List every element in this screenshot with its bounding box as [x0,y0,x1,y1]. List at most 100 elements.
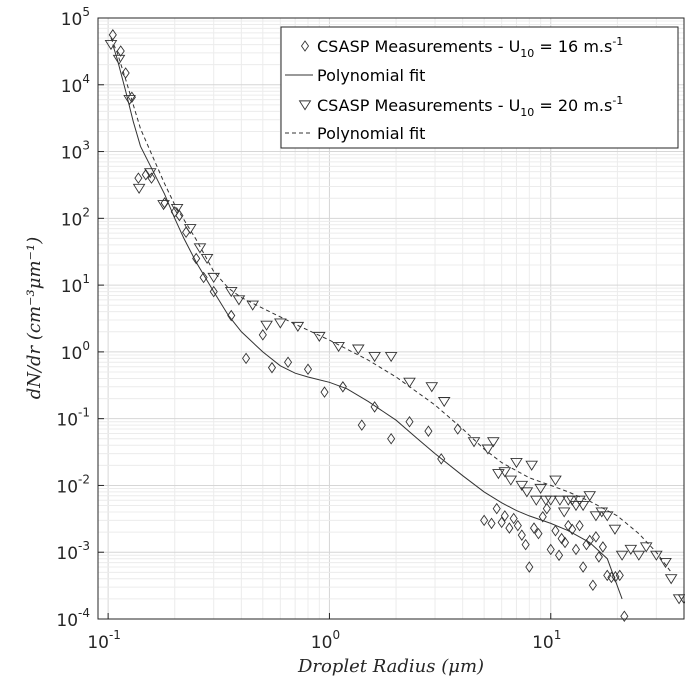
data-point-diamond [505,522,514,534]
y-tick-label: 104 [61,72,90,97]
data-point-triangle [498,467,512,478]
data-point-triangle [123,95,136,106]
data-point-triangle [274,318,287,329]
data-point-diamond [620,610,629,623]
legend-box [280,26,679,149]
data-point-triangle [583,491,597,502]
data-point-triangle [529,495,543,506]
data-point-diamond [529,522,539,534]
axis-ticks: 10-1 100 101 10-4 10-3 10-2 10-1 100 101 102 103 10… [56,5,561,653]
data-point-diamond [564,519,573,532]
data-point-triangle [615,550,629,561]
data-point-triangle [677,594,685,605]
data-point-diamond [121,67,130,79]
data-point-triangle [351,344,365,355]
data-point-triangle [544,495,558,506]
legend-entry-label: CSASP Measurements - U10 = 16 m.s-1 [317,35,623,60]
data-point-triangle [553,495,567,506]
data-point-triangle [224,287,238,298]
data-point-diamond [492,502,501,515]
data-point-diamond [209,285,218,298]
data-point-diamond [557,532,566,545]
data-point-triangle [384,352,398,363]
data-point-triangle [403,377,416,388]
legend-entry-label: CSASP Measurements - U10 = 20 m.s-1 [317,94,623,119]
data-point-diamond [615,569,624,582]
data-point-diamond [437,453,446,465]
data-point-triangle [492,469,505,480]
data-point-diamond [242,352,251,365]
data-point-triangle [525,460,538,471]
data-point-triangle [481,444,495,455]
data-point-diamond [571,543,581,556]
data-point-diamond [370,401,379,413]
data-point-triangle [467,437,481,448]
data-point-diamond [594,551,603,563]
data-point-triangle [573,495,586,506]
data-point-triangle [600,511,614,522]
data-point-diamond [554,549,564,562]
data-point-diamond [603,569,612,582]
data-point-diamond [538,510,547,523]
data-point-diamond [517,529,526,541]
x-tick-label: 10-1 [87,628,121,653]
data-point-diamond [568,523,577,536]
data-point-triangle [549,475,562,486]
data-point-diamond [134,172,143,184]
y-tick-label: 100 [61,339,90,364]
data-point-triangle [624,544,638,555]
y-tick-label: 105 [61,5,90,30]
data-point-triangle [659,557,672,569]
y-tick-label: 10-3 [56,539,90,564]
data-point-diamond [480,514,489,527]
legend-triangle-marker [298,100,312,111]
data-point-triangle [291,321,305,333]
x-tick-label: 100 [311,628,340,653]
data-point-diamond [303,363,313,376]
data-point-triangle [608,524,622,535]
data-point-triangle [565,495,579,506]
data-point-triangle [632,550,646,561]
x-axis-label: Droplet Radius (μm) [297,656,484,677]
y-tick-label: 10-4 [56,606,90,631]
data-point-diamond [534,527,543,540]
data-point-triangle [200,253,214,265]
data-point-triangle [557,507,571,518]
fit-line-dashed [110,37,672,573]
data-point-diamond [598,541,607,553]
data-point-triangle [232,295,246,306]
y-tick-label: 102 [61,205,90,230]
legend-entry-label: Polynomial fit [317,124,425,143]
data-point-diamond [453,423,462,435]
data-point-triangle [143,168,157,179]
x-tick-label: 101 [532,628,561,653]
data-point-diamond [500,510,509,522]
data-point-triangle [368,352,381,363]
data-point-triangle [112,54,126,65]
data-point-triangle [520,487,534,498]
data-point-diamond [521,538,530,551]
data-point-triangle [515,480,529,491]
data-point-triangle [569,500,583,512]
data-point-diamond [108,29,117,41]
data-point-triangle [193,243,207,254]
legend-diamond-marker [300,40,310,52]
y-tick-label: 10-1 [56,406,90,431]
data-point-diamond [227,309,236,322]
data-point-triangle [589,511,603,522]
plot-area-frame [97,17,685,620]
data-point-diamond [170,206,179,218]
data-point-diamond [357,419,366,431]
data-point-diamond [387,432,396,445]
y-tick-label: 101 [61,272,90,297]
data-point-diamond [575,519,584,532]
fit-lines [110,37,672,600]
data-point-diamond [607,571,616,584]
data-point-diamond [192,252,201,265]
data-point-diamond [551,524,560,537]
data-point-diamond [579,561,588,573]
data-point-diamond [320,386,329,398]
data-point-triangle [313,331,326,343]
data-point-diamond [591,531,600,543]
data-point-diamond [141,168,150,181]
